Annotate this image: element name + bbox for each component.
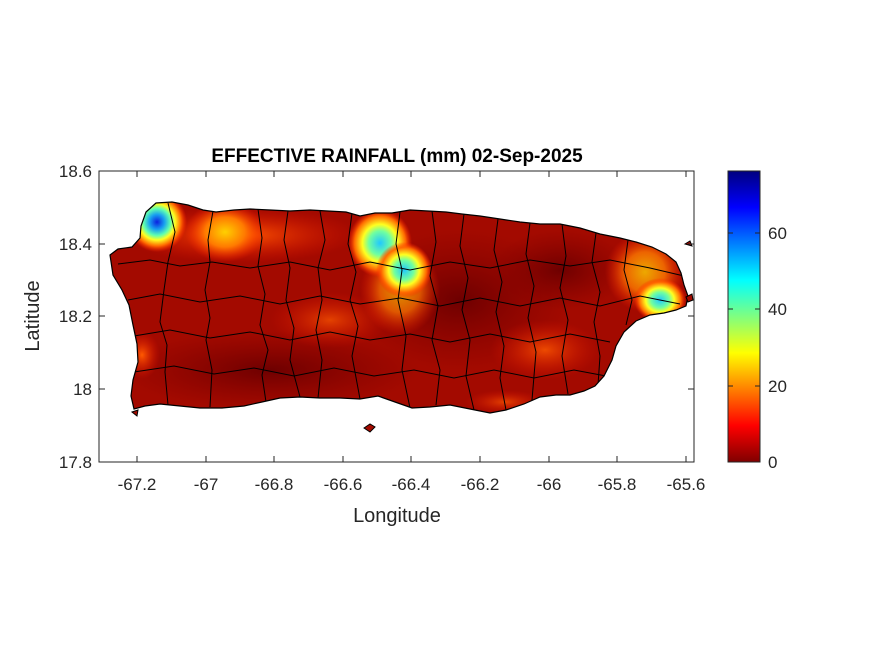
colorbar-tick-label: 0 (768, 453, 777, 472)
x-tick-labels: -67.2 -67 -66.8 -66.6 -66.4 -66.2 -66 -6… (118, 475, 706, 494)
y-tick-label: 18 (73, 380, 92, 399)
colorbar-ticks (728, 232, 760, 463)
x-tick-label: -66.6 (324, 475, 363, 494)
dark-zone (490, 230, 630, 310)
x-tick-label: -65.6 (667, 475, 706, 494)
colorbar-tick-label: 20 (768, 377, 787, 396)
x-axis (136, 171, 687, 462)
y-tick-label: 18.2 (59, 307, 92, 326)
peak-zone (376, 242, 432, 298)
x-tick-label: -67 (194, 475, 219, 494)
colorbar (727, 170, 761, 463)
y-tick-label: 18.6 (59, 162, 92, 181)
coastline (109, 201, 689, 414)
x-tick-label: -66.2 (461, 475, 500, 494)
x-tick-label: -65.8 (598, 475, 637, 494)
x-axis-label: Longitude (353, 505, 441, 527)
colorbar-tick-label: 40 (768, 300, 787, 319)
y-tick-label: 17.8 (59, 453, 92, 472)
y-tick-label: 18.4 (59, 235, 92, 254)
y-tick-labels: 18.6 18.4 18.2 18 17.8 (59, 162, 92, 472)
small-island (130, 409, 139, 417)
x-tick-label: -66.4 (392, 475, 431, 494)
rainfall-field (110, 202, 688, 413)
colorbar-tick-labels: 60 40 20 0 (768, 224, 787, 472)
warm-zone (490, 320, 600, 380)
colorbar-tick-label: 60 (768, 224, 787, 243)
municipal-boundaries (117, 202, 685, 411)
dark-zone (120, 330, 420, 410)
small-island (363, 423, 376, 433)
x-tick-label: -67.2 (118, 475, 157, 494)
x-tick-label: -66.8 (255, 475, 294, 494)
yellow-zone (185, 202, 265, 262)
map-title: EFFECTIVE RAINFALL (mm) 02-Sep-2025 (211, 146, 583, 167)
y-axis (99, 170, 694, 463)
small-island (685, 293, 694, 303)
y-axis-label: Latitude (22, 280, 44, 351)
warm-zone (270, 292, 390, 348)
x-tick-label: -66 (537, 475, 562, 494)
